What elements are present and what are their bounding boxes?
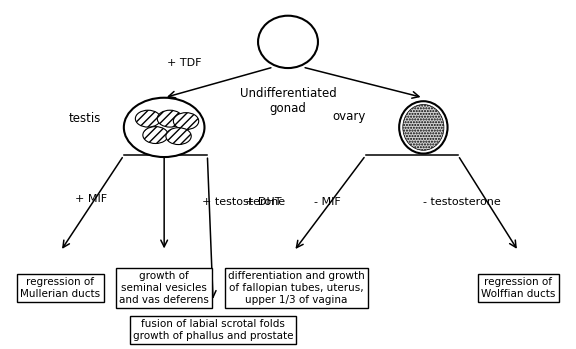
Ellipse shape — [258, 16, 318, 68]
Text: + MIF: + MIF — [75, 194, 107, 204]
Text: + TDF: + TDF — [167, 58, 202, 68]
Text: regression of
Wolffian ducts: regression of Wolffian ducts — [481, 277, 556, 299]
Text: differentiation and growth
of fallopian tubes, uterus,
upper 1/3 of vagina: differentiation and growth of fallopian … — [228, 271, 365, 305]
Ellipse shape — [166, 128, 191, 144]
Text: + testosterone: + testosterone — [202, 198, 285, 207]
Text: ovary: ovary — [332, 110, 366, 124]
Ellipse shape — [135, 110, 161, 127]
Ellipse shape — [173, 113, 199, 129]
Text: testis: testis — [69, 112, 101, 125]
Text: - MIF: - MIF — [314, 198, 340, 207]
Text: + DHT: + DHT — [245, 198, 281, 207]
Ellipse shape — [143, 127, 168, 143]
Text: - testosterone: - testosterone — [423, 198, 501, 207]
Text: Undifferentiated
gonad: Undifferentiated gonad — [240, 87, 336, 115]
Ellipse shape — [403, 104, 444, 150]
Text: fusion of labial scrotal folds
growth of phallus and prostate: fusion of labial scrotal folds growth of… — [133, 319, 293, 341]
Ellipse shape — [124, 98, 204, 157]
Ellipse shape — [157, 110, 183, 127]
Ellipse shape — [399, 101, 448, 154]
Text: regression of
Mullerian ducts: regression of Mullerian ducts — [20, 277, 101, 299]
Text: growth of
seminal vesicles
and vas deferens: growth of seminal vesicles and vas defer… — [119, 271, 209, 305]
